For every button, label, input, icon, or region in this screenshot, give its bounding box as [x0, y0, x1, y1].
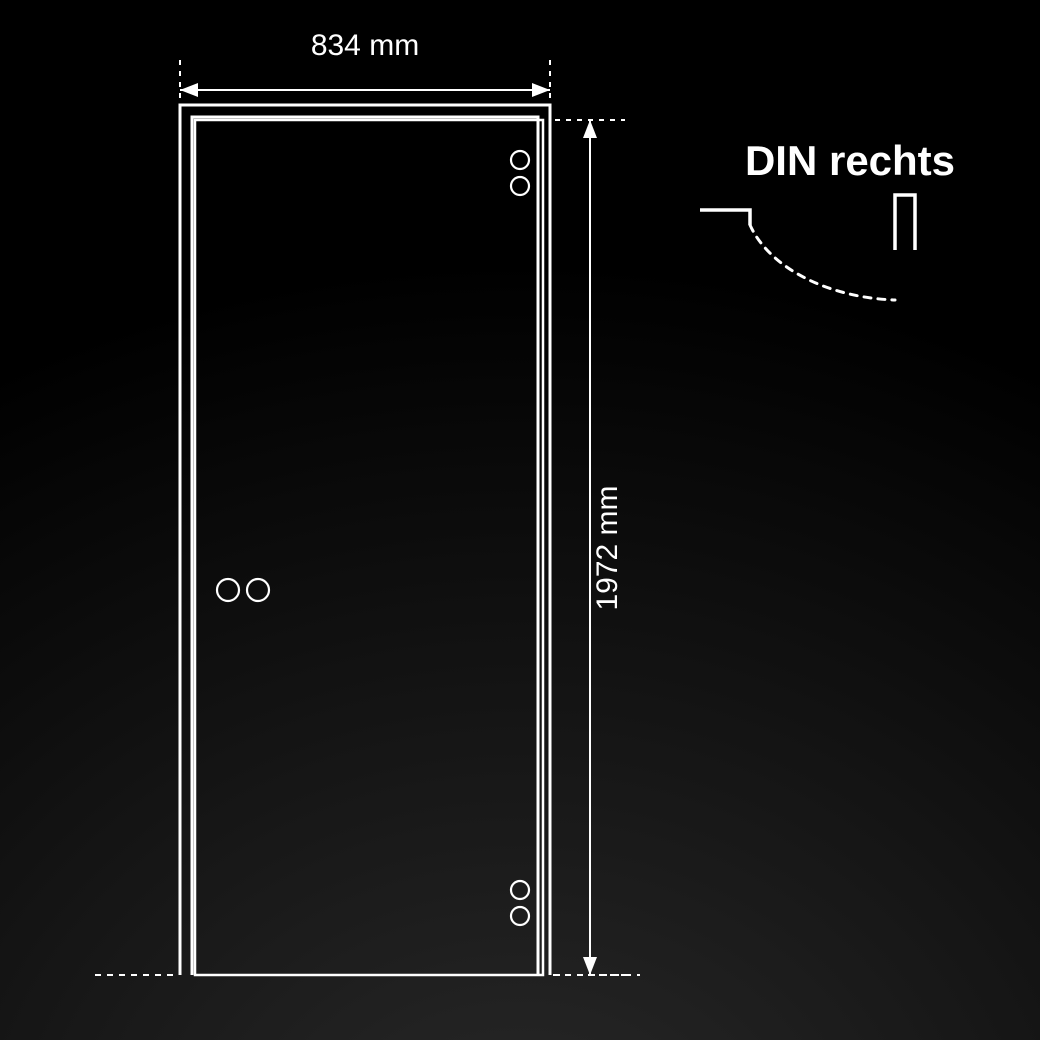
dimension-width — [180, 60, 550, 105]
door-diagram: 834 mm 1972 mm DIN rechts — [0, 0, 1040, 1040]
door-holes — [217, 151, 529, 925]
door-leaf — [195, 120, 543, 975]
din-title: DIN rechts — [745, 137, 955, 184]
door-frame — [180, 105, 550, 975]
width-label: 834 mm — [311, 29, 419, 62]
din-symbol — [700, 195, 915, 300]
height-label: 1972 mm — [591, 485, 624, 610]
